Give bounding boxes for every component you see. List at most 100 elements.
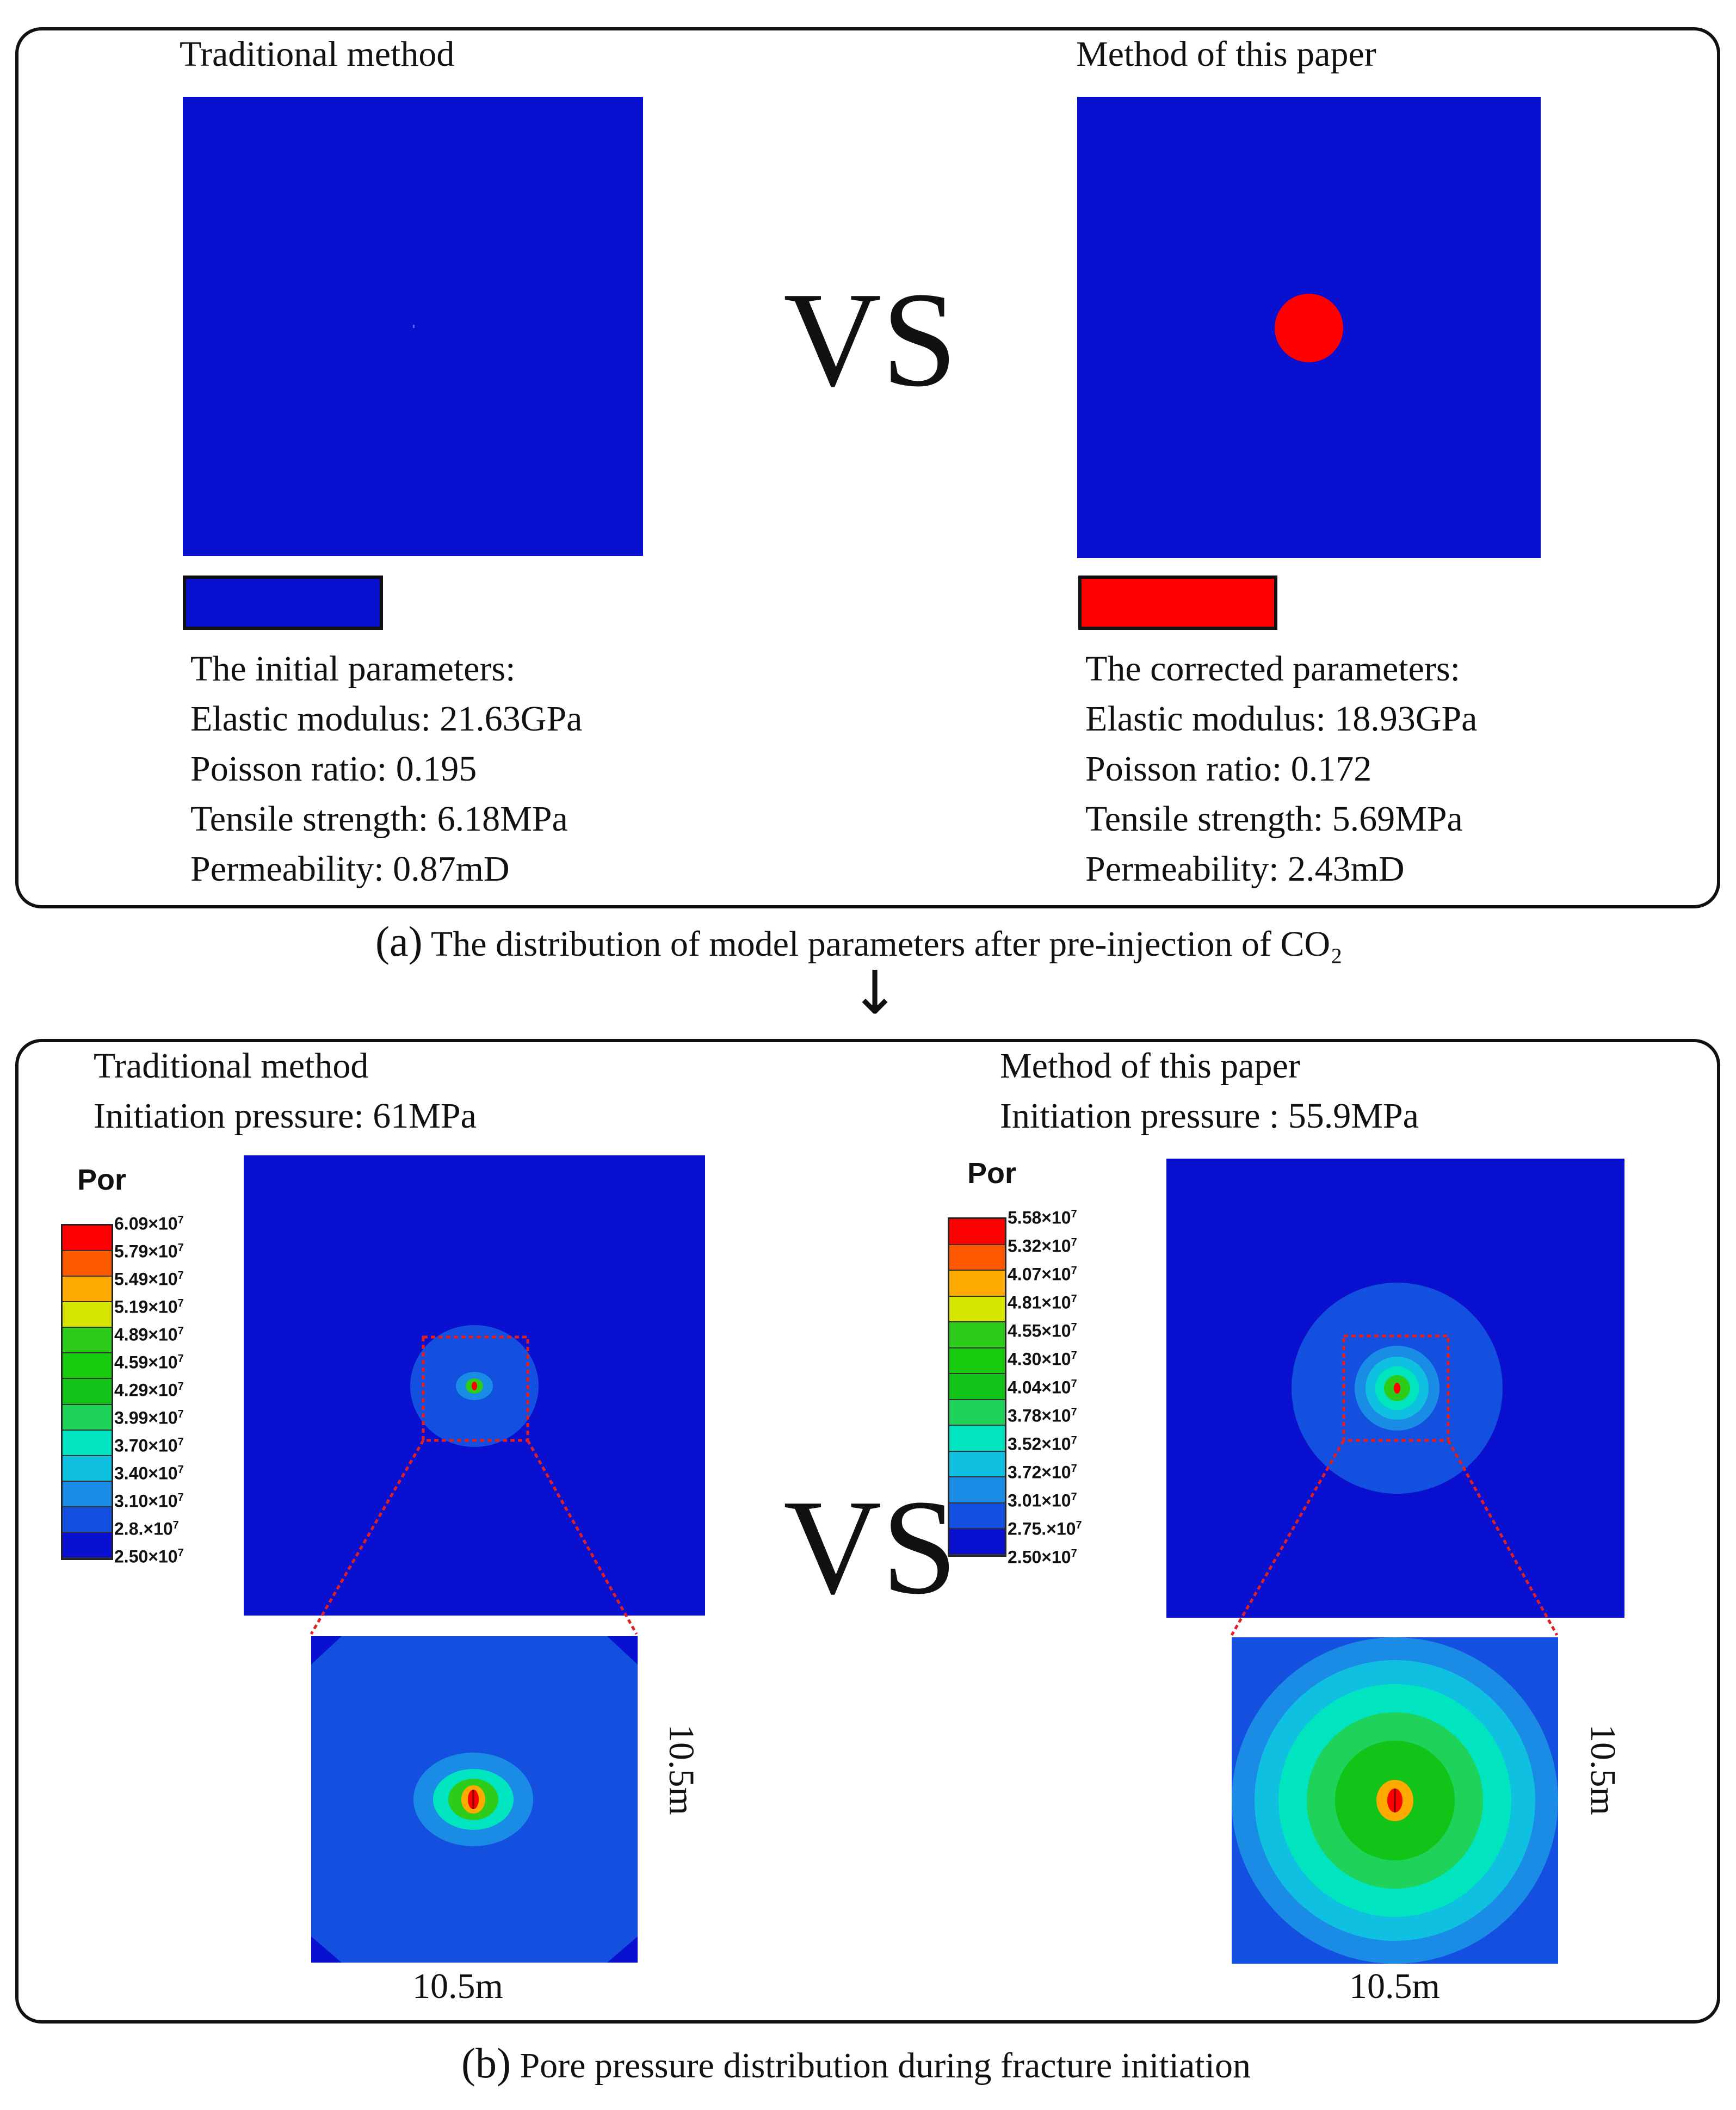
param-heading: The initial parameters: xyxy=(190,649,516,689)
param-tensile-strength: Tensile strength: 6.18MPa xyxy=(190,799,568,839)
legend-label: 3.52×107 xyxy=(1008,1434,1077,1454)
legend-label: 4.07×107 xyxy=(1008,1264,1077,1284)
right-legend-colorbar xyxy=(948,1217,1006,1557)
legend-label: 3.78×107 xyxy=(1008,1406,1077,1426)
legend-color-cell xyxy=(63,1379,112,1405)
legend-label: 5.49×107 xyxy=(114,1269,184,1289)
panel-b-right-pressure: Initiation pressure : 55.9MPa xyxy=(1000,1096,1419,1136)
panel-b-vs-label: VS xyxy=(783,1472,957,1623)
panel-a-right-title: Method of this paper xyxy=(1076,34,1376,74)
legend-label: 6.09×107 xyxy=(114,1214,184,1234)
legend-label: 3.40×107 xyxy=(114,1463,184,1483)
caption-a-lead: (a) xyxy=(375,918,423,965)
panel-b-left-pressure: Initiation pressure: 61MPa xyxy=(94,1096,477,1136)
legend-color-cell xyxy=(949,1529,1005,1555)
corrected-params-list: The corrected parameters: Elastic modulu… xyxy=(1085,644,1477,894)
legend-label: 4.04×107 xyxy=(1008,1377,1077,1397)
legend-color-cell xyxy=(949,1271,1005,1297)
left-zoom-corner xyxy=(607,1636,638,1665)
legend-label: 3.70×107 xyxy=(114,1435,184,1456)
legend-color-cell xyxy=(949,1400,1005,1426)
right-zoom-box xyxy=(1342,1334,1450,1442)
panel-b-right-title: Method of this paper xyxy=(1000,1046,1300,1086)
left-legend-colorbar xyxy=(61,1224,113,1560)
right-zoom-guide xyxy=(1447,1439,1559,1636)
legend-color-cell xyxy=(63,1404,112,1431)
legend-label: 4.30×107 xyxy=(1008,1349,1077,1369)
param-permeability: Permeability: 2.43mD xyxy=(1085,849,1405,889)
legend-color-cell xyxy=(63,1481,112,1507)
legend-label: 5.19×107 xyxy=(114,1297,184,1317)
legend-color-cell xyxy=(63,1353,112,1379)
panel-a-left-title: Traditional method xyxy=(180,34,455,74)
legend-color-cell xyxy=(949,1245,1005,1271)
corrected-param-swatch xyxy=(1078,576,1277,630)
right-legend-labels: 5.58×107 5.32×107 4.07×107 4.81×107 4.55… xyxy=(1008,1209,1149,1568)
legend-color-cell xyxy=(63,1277,112,1303)
traditional-center-point xyxy=(413,325,415,328)
legend-color-cell xyxy=(63,1302,112,1328)
param-poisson-ratio: Poisson ratio: 0.195 xyxy=(190,749,477,789)
param-permeability: Permeability: 0.87mD xyxy=(190,849,510,889)
legend-label: 2.75.×107 xyxy=(1008,1519,1082,1539)
legend-label: 5.58×107 xyxy=(1008,1208,1077,1228)
legend-label: 2.50×107 xyxy=(1008,1547,1077,1567)
legend-color-cell xyxy=(949,1374,1005,1400)
legend-label: 5.32×107 xyxy=(1008,1236,1077,1256)
legend-label: 3.72×107 xyxy=(1008,1462,1077,1482)
left-zoom-corner xyxy=(607,1936,638,1963)
right-contour-peak xyxy=(1394,1383,1400,1394)
caption-b-lead: (b) xyxy=(461,2039,511,2087)
left-legend-labels: 6.09×107 5.79×107 5.49×107 5.19×107 4.89… xyxy=(114,1215,234,1574)
legend-color-cell xyxy=(63,1430,112,1456)
panel-a-vs-label: VS xyxy=(783,264,957,415)
left-zoom-guide xyxy=(310,1439,425,1635)
legend-color-cell xyxy=(949,1426,1005,1452)
right-zoom-height-label: 10.5m xyxy=(1583,1724,1623,1815)
initial-param-swatch xyxy=(183,576,383,630)
left-legend-title: Por xyxy=(77,1164,127,1196)
param-heading: The corrected parameters: xyxy=(1085,649,1460,689)
legend-color-cell xyxy=(949,1503,1005,1530)
legend-label: 2.8.×107 xyxy=(114,1519,179,1539)
param-poisson-ratio: Poisson ratio: 0.172 xyxy=(1085,749,1372,789)
legend-label: 4.59×107 xyxy=(114,1352,184,1372)
legend-color-cell xyxy=(949,1322,1005,1348)
param-elastic-modulus: Elastic modulus: 18.93GPa xyxy=(1085,699,1478,739)
caption-a: (a) The distribution of model parameters… xyxy=(375,917,1343,966)
legend-color-cell xyxy=(63,1251,112,1277)
legend-color-cell xyxy=(949,1296,1005,1323)
legend-label: 5.79×107 xyxy=(114,1241,184,1261)
legend-label: 3.01×107 xyxy=(1008,1490,1077,1511)
right-zoom-width-label: 10.5m xyxy=(1349,1966,1440,2006)
right-legend-title: Por xyxy=(967,1157,1017,1190)
param-elastic-modulus: Elastic modulus: 21.63GPa xyxy=(190,699,583,739)
legend-color-cell xyxy=(63,1226,112,1252)
corrected-red-region xyxy=(1275,294,1343,362)
left-zoom-corner xyxy=(311,1936,342,1963)
legend-label: 3.99×107 xyxy=(114,1408,184,1428)
legend-label: 4.89×107 xyxy=(114,1325,184,1345)
legend-color-cell xyxy=(949,1348,1005,1375)
left-zoom-height-label: 10.5m xyxy=(662,1724,701,1815)
legend-color-cell xyxy=(63,1456,112,1482)
legend-label: 4.29×107 xyxy=(114,1380,184,1400)
legend-label: 3.10×107 xyxy=(114,1491,184,1511)
left-zoom-corner xyxy=(311,1636,342,1665)
param-tensile-strength: Tensile strength: 5.69MPa xyxy=(1085,799,1463,839)
caption-b-text: Pore pressure distribution during fractu… xyxy=(520,2046,1251,2086)
caption-b: (b) Pore pressure distribution during fr… xyxy=(461,2039,1251,2088)
legend-label: 4.55×107 xyxy=(1008,1321,1077,1341)
legend-color-cell xyxy=(63,1507,112,1533)
initial-params-list: The initial parameters: Elastic modulus:… xyxy=(190,644,582,894)
left-zoom-guide xyxy=(526,1439,638,1635)
left-zoom-width-label: 10.5m xyxy=(412,1966,503,2006)
panel-b-left-title: Traditional method xyxy=(94,1046,369,1086)
legend-color-cell xyxy=(949,1219,1005,1245)
down-arrow-icon: ↓ xyxy=(850,958,900,1028)
left-contour-peak xyxy=(472,1382,477,1390)
legend-color-cell xyxy=(949,1451,1005,1478)
legend-label: 2.50×107 xyxy=(114,1546,184,1567)
left-zoom-box xyxy=(422,1335,529,1442)
